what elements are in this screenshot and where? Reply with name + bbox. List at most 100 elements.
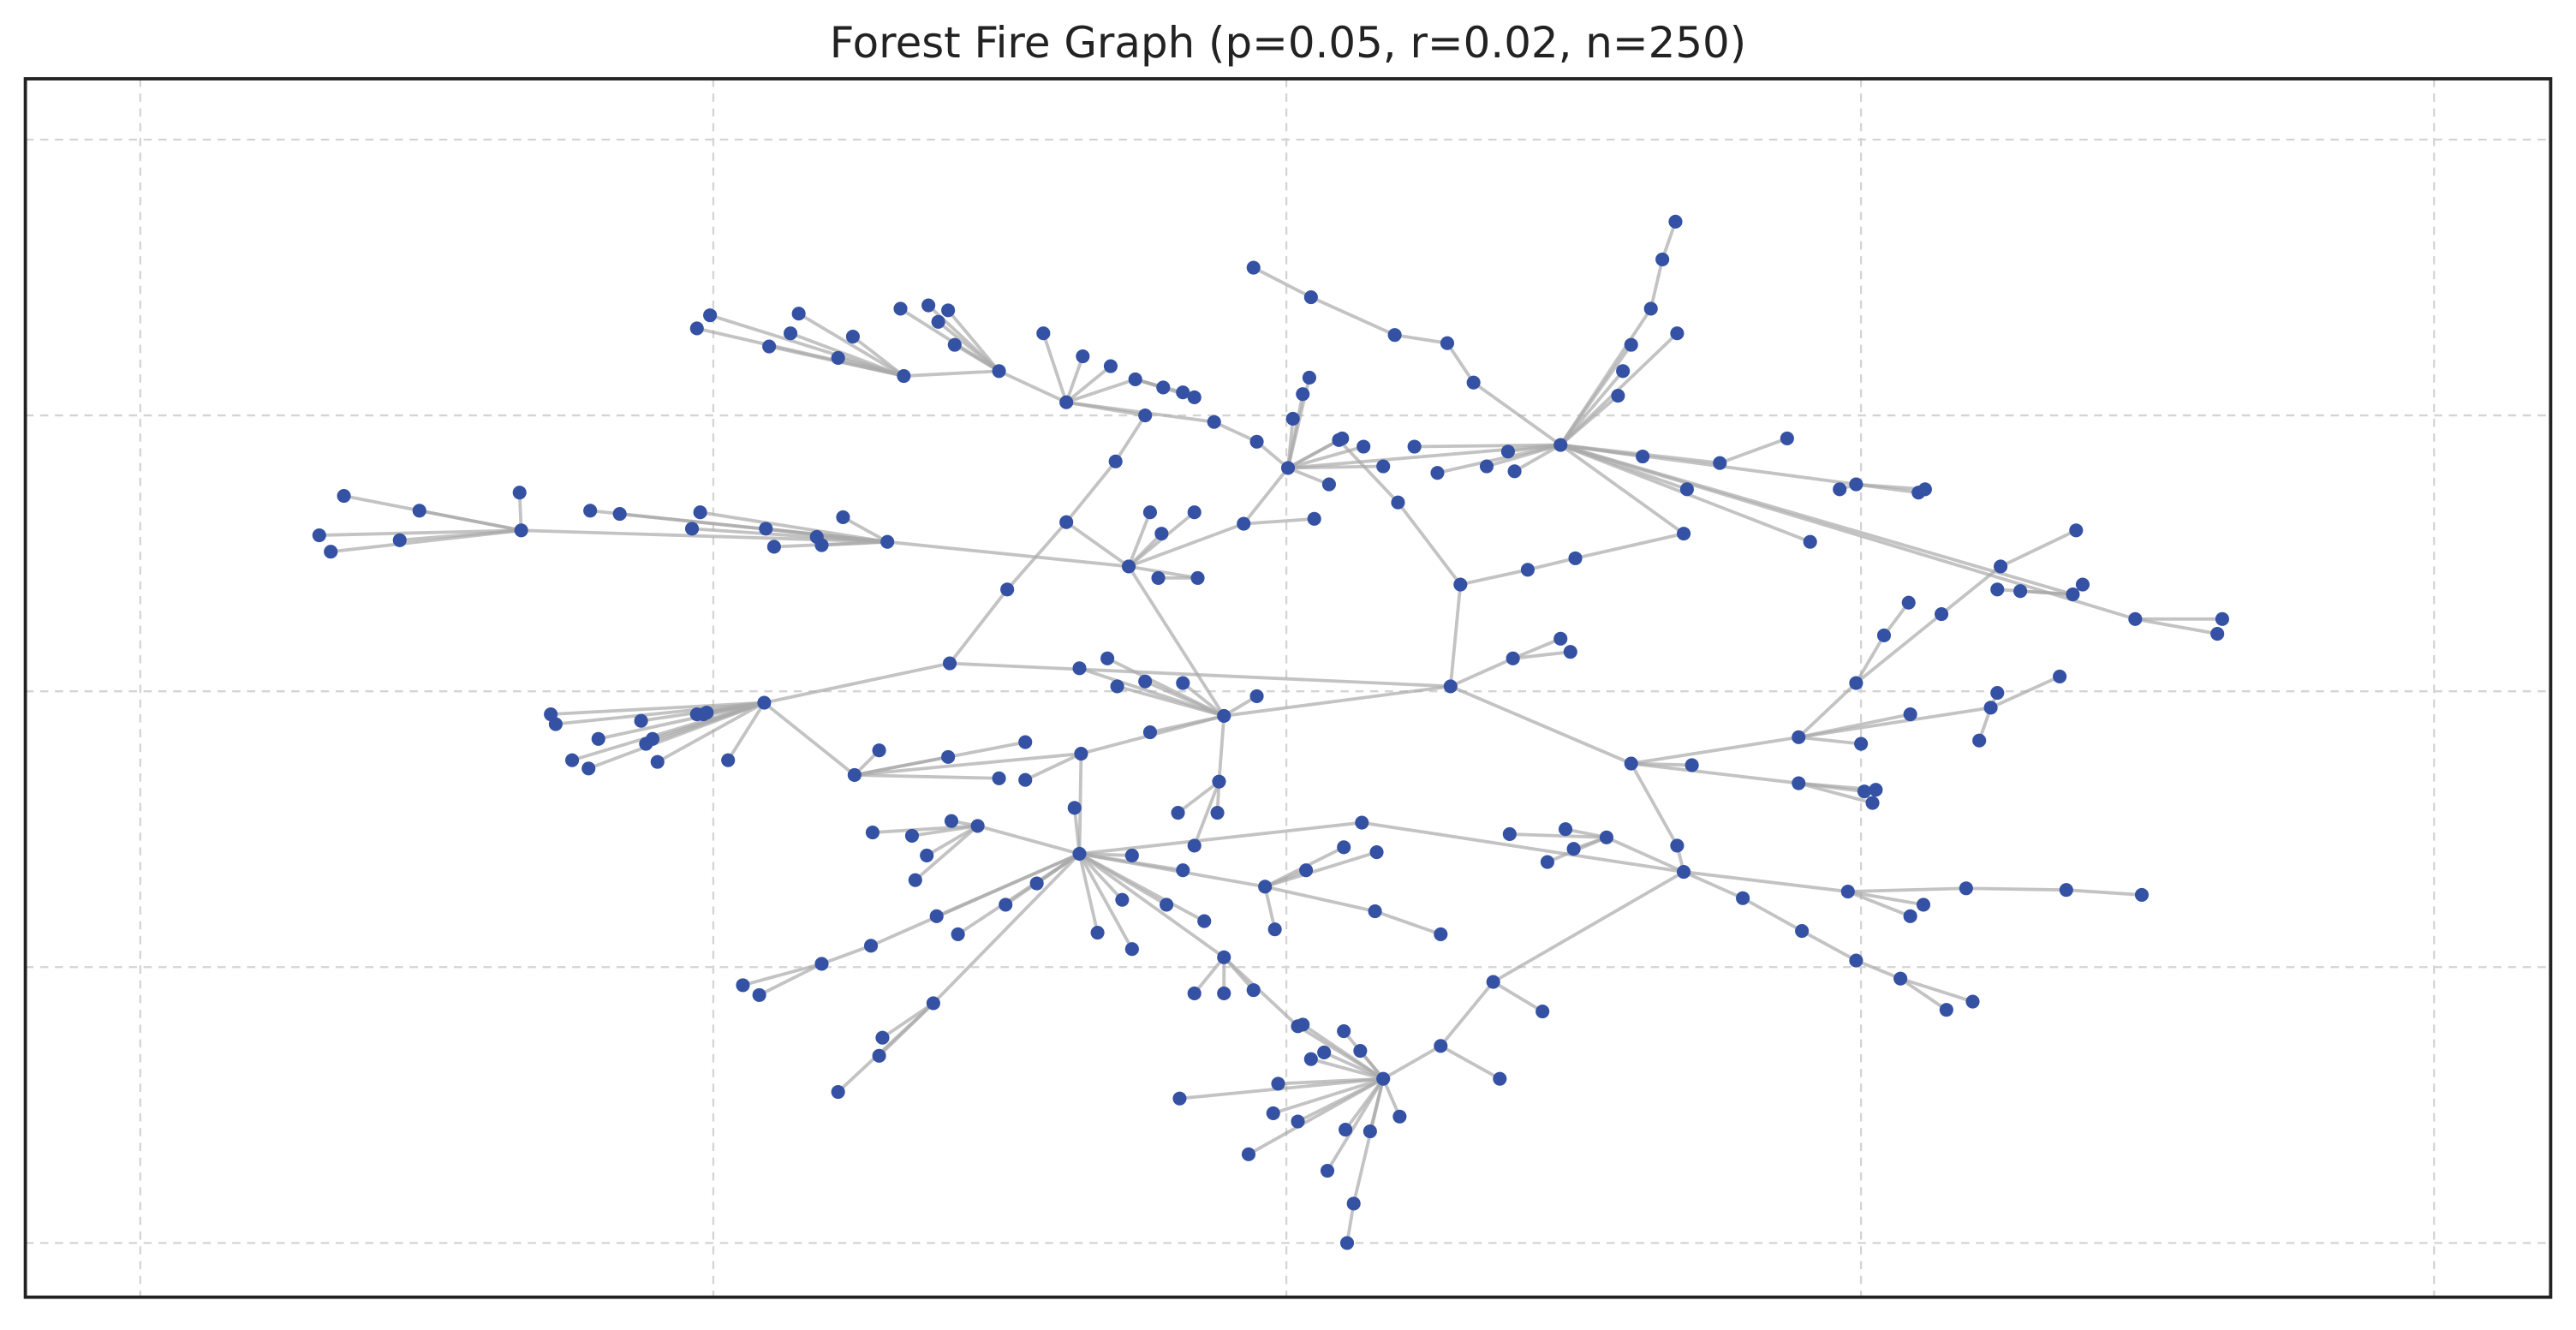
edge — [948, 588, 1009, 665]
node — [999, 898, 1013, 912]
node — [1271, 1077, 1285, 1091]
node — [548, 717, 563, 731]
node — [1677, 865, 1691, 880]
node — [1128, 372, 1142, 386]
node — [880, 534, 895, 549]
node — [581, 761, 596, 776]
node — [1553, 438, 1568, 452]
edge — [870, 852, 1081, 948]
node — [1876, 628, 1892, 643]
node — [1241, 1147, 1256, 1161]
node — [1636, 449, 1650, 464]
edge — [1855, 958, 1901, 981]
edge — [1683, 870, 1849, 893]
node — [1210, 806, 1225, 820]
node — [1197, 914, 1212, 928]
edge — [854, 740, 1026, 777]
edge — [1193, 956, 1225, 995]
node — [1670, 326, 1685, 341]
node — [1346, 1196, 1361, 1211]
node — [2069, 523, 2084, 538]
node — [1493, 1071, 1507, 1086]
node — [1299, 863, 1314, 878]
node — [1190, 570, 1205, 585]
edge — [1855, 612, 1943, 685]
edges — [319, 221, 2222, 1244]
edge — [1077, 754, 1083, 855]
edge — [886, 540, 1130, 569]
edge — [1252, 265, 1312, 299]
node — [1335, 431, 1350, 445]
node — [514, 523, 528, 538]
edge — [1323, 1051, 1384, 1081]
edge — [1302, 1023, 1385, 1081]
node — [1303, 289, 1318, 305]
edge — [551, 701, 765, 716]
edge — [1024, 752, 1082, 782]
node — [929, 909, 944, 923]
node — [1566, 842, 1581, 856]
node — [809, 529, 824, 545]
edge — [872, 824, 978, 834]
edge — [1344, 1077, 1385, 1131]
node — [1507, 464, 1522, 479]
edge — [1630, 762, 1679, 847]
node — [1138, 409, 1153, 423]
node — [1302, 370, 1316, 385]
edge — [851, 335, 905, 378]
node — [784, 326, 798, 341]
node — [875, 1030, 890, 1045]
node — [1893, 971, 1908, 986]
node — [1249, 689, 1264, 703]
edge — [1450, 684, 1632, 766]
node — [1115, 892, 1130, 907]
edge — [1965, 886, 2066, 892]
node — [944, 814, 959, 828]
edge — [1078, 666, 1225, 718]
edge — [1217, 715, 1226, 782]
node — [1059, 515, 1074, 529]
node — [1486, 975, 1500, 989]
edge — [763, 701, 856, 777]
node — [1990, 686, 2005, 701]
node — [1321, 477, 1336, 492]
edge — [1512, 637, 1562, 660]
edge — [1606, 836, 1685, 874]
node — [1103, 359, 1118, 373]
node — [1176, 676, 1190, 690]
edge — [1223, 684, 1452, 718]
node — [1217, 950, 1231, 964]
node — [2013, 584, 2028, 599]
edge — [1310, 295, 1396, 337]
node — [1258, 880, 1273, 894]
node — [831, 350, 845, 366]
node — [337, 488, 351, 504]
node — [757, 695, 772, 710]
edge — [932, 852, 1081, 1005]
node — [1059, 395, 1074, 409]
edge — [797, 312, 905, 378]
node — [931, 314, 945, 329]
node — [1670, 838, 1685, 853]
edge — [903, 369, 999, 378]
node — [791, 307, 806, 321]
node — [2059, 883, 2073, 898]
edge — [2000, 528, 2078, 569]
edge — [645, 701, 766, 746]
edge — [1997, 587, 2073, 596]
node — [736, 978, 750, 993]
edge — [1559, 444, 1685, 535]
node — [1558, 822, 1573, 837]
node — [1355, 815, 1369, 830]
edge — [1899, 976, 1974, 1004]
edge — [1287, 443, 1561, 470]
node — [1237, 516, 1251, 531]
node — [1624, 756, 1638, 771]
node — [836, 510, 850, 524]
node — [412, 504, 426, 518]
edge — [949, 661, 1451, 689]
edge — [1575, 532, 1685, 560]
node — [1154, 527, 1169, 541]
